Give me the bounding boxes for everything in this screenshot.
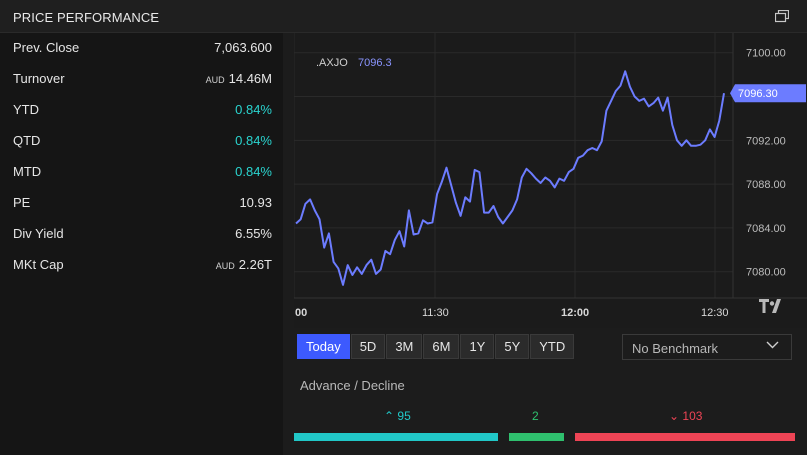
stat-number: 6.55% [235,226,272,241]
range-button-ytd[interactable]: YTD [530,334,575,359]
unchanged-bar [509,433,564,441]
range-button-3m[interactable]: 3M [386,334,423,359]
decline-count: ⌄ 103 [669,409,703,423]
stat-value: 0.84% [235,133,272,148]
advance-bar [294,433,498,441]
range-button-today[interactable]: Today [297,334,350,359]
stats-panel: Prev. Close 7,063.600 Turnover AUD 14.46M YTD… [0,33,283,455]
stat-value: 10.93 [239,195,272,210]
stat-row: PE 10.93 [0,188,283,219]
stat-value: 6.55% [235,226,272,241]
stat-label: Div Yield [13,226,64,241]
decline-bar [575,433,795,441]
x-tick-label: 12:30 [701,307,729,319]
last-price-label: 7096.30 [738,88,778,100]
stat-number: 14.46M [228,71,272,86]
panel-header: PRICE PERFORMANCE › [0,0,807,33]
stat-label: QTD [13,133,41,148]
stat-number: 0.84% [235,133,272,148]
range-button-1y[interactable]: 1Y [460,334,495,359]
currency-label: AUD [205,75,225,85]
stat-row: QTD 0.84% [0,126,283,157]
stat-number: 7,063.600 [214,40,272,55]
range-selector: Today 5D 3M 6M 1Y 5Y YTD [297,334,575,359]
last-price-tag [730,84,806,103]
stat-label: MTD [13,164,42,179]
stat-value: AUD 14.46M [206,71,272,86]
stat-number: 2.26T [238,257,272,272]
range-button-6m[interactable]: 6M [423,334,460,359]
y-tick-label: 7088.00 [746,179,786,191]
x-tick-label: 11:30 [422,307,449,319]
benchmark-select[interactable]: No Benchmark [622,334,792,360]
stat-row: Turnover AUD 14.46M [0,64,283,95]
stat-value: 0.84% [235,164,272,179]
benchmark-value: No Benchmark [632,341,718,356]
popout-icon[interactable] [775,10,789,23]
range-button-5y[interactable]: 5Y [495,334,530,359]
price-line [295,70,725,286]
advance-decline-title: Advance / Decline [300,378,405,393]
stat-number: 10.93 [239,195,272,210]
chevron-up-icon: ⌃ [384,409,395,423]
series-label: .AXJO [316,57,348,69]
stat-label: YTD [13,102,39,117]
panel-title[interactable]: PRICE PERFORMANCE [13,10,160,25]
y-tick-label: 7100.00 [746,48,786,60]
tradingview-logo [759,299,785,313]
x-tick-label: 12:00 [561,307,589,319]
stat-label: Turnover [13,71,65,86]
stat-value: AUD 2.26T [216,257,272,272]
stat-number: 0.84% [235,164,272,179]
range-button-5d[interactable]: 5D [350,334,386,359]
advance-count: ⌃ 95 [384,409,411,423]
chevron-right-icon[interactable]: › [150,9,155,24]
stat-row: YTD 0.84% [0,95,283,126]
y-tick-label: 7092.00 [746,135,786,147]
stat-number: 0.84% [235,102,272,117]
y-tick-label: 7080.00 [746,267,786,279]
chevron-down-icon [766,341,779,349]
series-value: 7096.3 [358,57,392,69]
currency-label: AUD [215,261,235,271]
stat-row: MTD 0.84% [0,157,283,188]
stat-label: MKt Cap [13,257,64,272]
stat-row: MKt Cap AUD 2.26T [0,250,283,281]
unchanged-count: 2 [532,409,539,423]
stat-value: 0.84% [235,102,272,117]
stat-value: 7,063.600 [214,40,272,55]
y-tick-label: 7084.00 [746,223,786,235]
chevron-down-small-icon: ⌄ [669,409,680,423]
stat-label: Prev. Close [13,40,80,55]
x-tick-label: 00 [295,307,307,319]
stat-label: PE [13,195,31,210]
stat-row: Div Yield 6.55% [0,219,283,250]
stat-row: Prev. Close 7,063.600 [0,33,283,64]
price-chart[interactable]: 7100.007096.007092.007088.007084.007080.… [294,33,807,328]
